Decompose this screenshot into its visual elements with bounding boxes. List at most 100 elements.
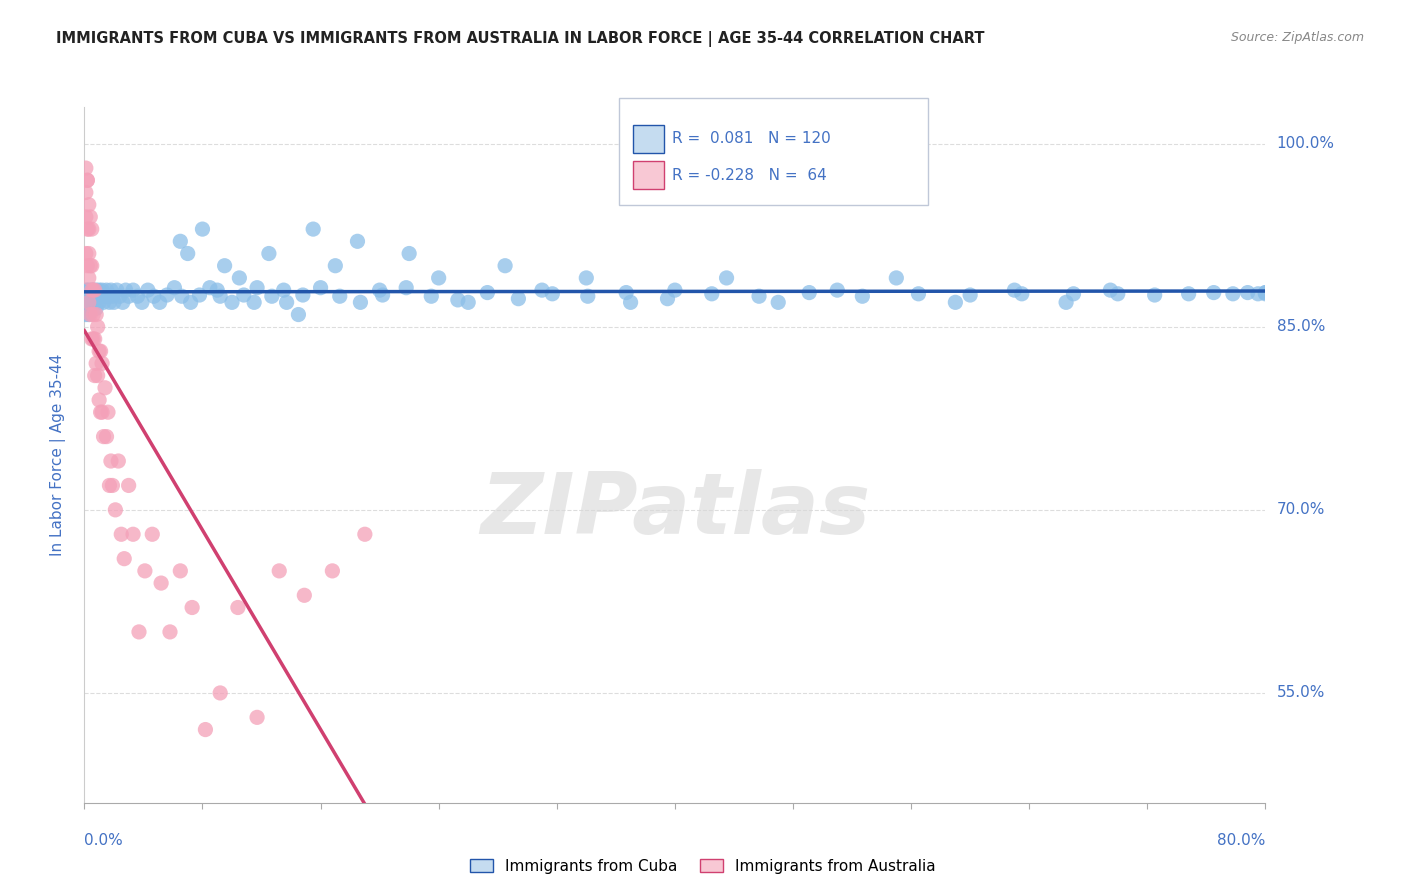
Point — [907, 286, 929, 301]
Point — [110, 527, 132, 541]
Point — [323, 259, 347, 273]
Point — [91, 283, 114, 297]
Point — [76, 259, 98, 273]
Point — [76, 301, 98, 316]
Point — [232, 288, 254, 302]
Point — [101, 478, 124, 492]
Point — [75, 283, 97, 297]
Point — [79, 308, 101, 322]
Point — [768, 295, 790, 310]
Point — [87, 295, 111, 310]
Point — [1143, 288, 1166, 302]
Point — [530, 283, 553, 297]
Point — [827, 283, 849, 297]
Point — [1254, 285, 1277, 300]
Point — [799, 285, 821, 300]
Y-axis label: In Labor Force | Age 35-44: In Labor Force | Age 35-44 — [49, 354, 66, 556]
Point — [169, 235, 191, 249]
Point — [84, 308, 107, 322]
Point — [1254, 286, 1277, 301]
Point — [80, 332, 103, 346]
Point — [395, 281, 418, 295]
Point — [149, 295, 172, 310]
Point — [273, 283, 295, 297]
Point — [221, 295, 243, 310]
Point — [90, 405, 112, 419]
Point — [619, 295, 641, 310]
Point — [945, 295, 967, 310]
Point — [309, 281, 332, 295]
Point — [87, 344, 111, 359]
Point — [257, 246, 280, 260]
Point — [77, 197, 100, 211]
Point — [177, 246, 200, 260]
Point — [205, 283, 228, 297]
Point — [75, 161, 97, 175]
Point — [1222, 286, 1244, 301]
Point — [111, 295, 134, 310]
Point — [79, 210, 101, 224]
Point — [96, 283, 118, 297]
Point — [371, 288, 394, 302]
Point — [100, 454, 122, 468]
Point — [346, 235, 368, 249]
Text: 80.0%: 80.0% — [1218, 833, 1265, 848]
Text: 100.0%: 100.0% — [1277, 136, 1334, 151]
Point — [103, 295, 125, 310]
Point — [136, 283, 159, 297]
Point — [75, 246, 97, 260]
Point — [82, 332, 104, 346]
Text: R =  0.081   N = 120: R = 0.081 N = 120 — [672, 131, 831, 146]
Point — [1063, 286, 1085, 301]
Text: Source: ZipAtlas.com: Source: ZipAtlas.com — [1230, 31, 1364, 45]
Point — [94, 381, 117, 395]
Point — [101, 289, 124, 303]
Point — [90, 289, 112, 303]
Text: IMMIGRANTS FROM CUBA VS IMMIGRANTS FROM AUSTRALIA IN LABOR FORCE | AGE 35-44 COR: IMMIGRANTS FROM CUBA VS IMMIGRANTS FROM … — [56, 31, 984, 47]
Point — [84, 283, 107, 297]
Legend: Immigrants from Cuba, Immigrants from Australia: Immigrants from Cuba, Immigrants from Au… — [464, 853, 942, 880]
Point — [77, 246, 100, 260]
Point — [127, 289, 149, 303]
Point — [156, 288, 179, 302]
Point — [97, 405, 120, 419]
Point — [80, 289, 103, 303]
Point — [93, 429, 115, 443]
Point — [105, 283, 128, 297]
Point — [83, 289, 105, 303]
Point — [664, 283, 686, 297]
Point — [75, 308, 97, 322]
Point — [329, 289, 352, 303]
Point — [260, 289, 283, 303]
Point — [86, 319, 108, 334]
Point — [86, 289, 108, 303]
Point — [94, 289, 117, 303]
Point — [851, 289, 873, 303]
Point — [447, 293, 470, 307]
Point — [90, 344, 112, 359]
Point — [1247, 286, 1270, 301]
Point — [959, 288, 981, 302]
Point — [1236, 285, 1258, 300]
Point — [82, 283, 104, 297]
Point — [494, 259, 516, 273]
Point — [269, 564, 291, 578]
Point — [83, 295, 105, 310]
Point — [291, 288, 314, 302]
Point — [91, 405, 114, 419]
Point — [76, 295, 98, 310]
Point — [79, 289, 101, 303]
Point — [1054, 295, 1077, 310]
Point — [76, 283, 98, 297]
Point — [122, 527, 145, 541]
Point — [80, 222, 103, 236]
Point — [77, 289, 100, 303]
Point — [194, 723, 217, 737]
Point — [188, 288, 211, 302]
Point — [575, 271, 598, 285]
Point — [191, 222, 214, 236]
Point — [541, 286, 564, 301]
Point — [76, 173, 98, 187]
Point — [122, 283, 145, 297]
Point — [292, 588, 315, 602]
